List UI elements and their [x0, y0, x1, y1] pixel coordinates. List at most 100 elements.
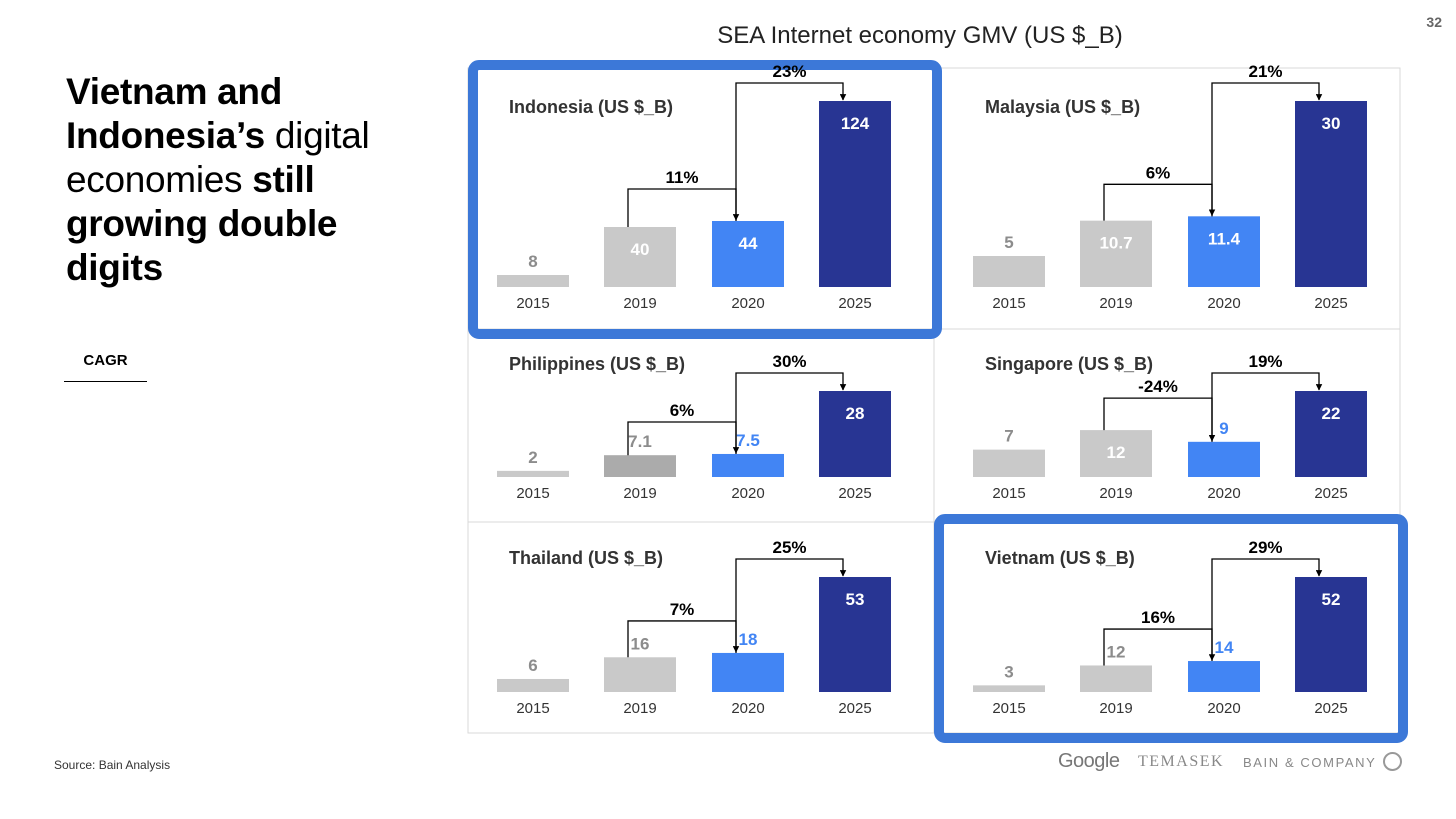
- cagr-connector-2020-2025: [735, 82, 847, 221]
- data-label-2020: 44: [739, 234, 758, 253]
- cagr-connector-2020-2025: [735, 558, 847, 653]
- cagr-label-2019-2020: 11%: [665, 168, 698, 187]
- cagr-label-2020-2025: 21%: [1248, 62, 1282, 81]
- figure-title: SEA Internet economy GMV (US $_B): [717, 22, 1123, 49]
- data-label-2015: 2: [528, 448, 537, 467]
- bar-2020: [712, 453, 784, 477]
- x-tick-2019: 2019: [623, 295, 656, 312]
- highlight-frame: [468, 60, 942, 339]
- bar-2019: [604, 657, 676, 692]
- bar-2020: [1188, 216, 1260, 287]
- bain-logo: BAIN & COMPANY: [1243, 755, 1377, 770]
- bar-2019: [1080, 430, 1152, 477]
- data-label-2025: 22: [1322, 404, 1341, 423]
- x-tick-2019: 2019: [623, 485, 656, 502]
- cagr-connector-2020-2025: [1211, 558, 1323, 662]
- data-label-2025: 30: [1322, 114, 1341, 133]
- chart-thailand: Thailand (US $_B) 6 2015 16 2019 18 2020 53 2025…: [497, 538, 891, 717]
- bar-2019: [604, 227, 676, 287]
- cagr-connector-2019-2020: [1103, 183, 1216, 221]
- data-label-2025: 53: [846, 590, 865, 609]
- bar-2020: [1188, 661, 1260, 692]
- data-label-2020: 11.4: [1208, 229, 1241, 248]
- data-label-2015: 5: [1004, 233, 1013, 252]
- x-tick-2015: 2015: [516, 295, 549, 312]
- data-label-2019: 16: [631, 634, 650, 653]
- chart-title: Thailand (US $_B): [509, 548, 663, 568]
- bar-2015: [497, 275, 569, 287]
- bar-2015: [973, 256, 1045, 287]
- x-tick-2025: 2025: [838, 700, 871, 717]
- data-label-2020: 18: [739, 630, 758, 649]
- cagr-label-2019-2020: 6%: [670, 401, 695, 420]
- data-label-2015: 6: [528, 656, 537, 675]
- x-tick-2020: 2020: [1207, 485, 1240, 502]
- x-tick-2020: 2020: [731, 485, 764, 502]
- source-note: Source: Bain Analysis: [54, 758, 171, 772]
- x-tick-2015: 2015: [992, 485, 1025, 502]
- x-tick-2025: 2025: [1314, 700, 1347, 717]
- cagr-label-2020-2025: 30%: [772, 352, 806, 371]
- cagr-label-2019-2020: 7%: [670, 600, 695, 619]
- highlight-frame: [934, 514, 1408, 743]
- data-label-2015: 7: [1004, 427, 1013, 446]
- bar-2025: [819, 101, 891, 287]
- cagr-connector-2020-2025: [1211, 372, 1323, 442]
- chart-title: Philippines (US $_B): [509, 354, 685, 374]
- bar-2020: [712, 652, 784, 692]
- data-label-2019: 10.7: [1099, 234, 1132, 253]
- bar-2015: [973, 449, 1045, 477]
- data-label-2025: 28: [846, 404, 865, 423]
- data-label-2019: 12: [1107, 642, 1126, 661]
- x-tick-2019: 2019: [1099, 295, 1132, 312]
- data-label-2019: 7.1: [628, 432, 652, 451]
- cagr-connector-2020-2025: [1211, 82, 1323, 217]
- bar-2015: [497, 470, 569, 477]
- page-number: 32: [1426, 14, 1442, 30]
- x-tick-2020: 2020: [1207, 295, 1240, 312]
- partner-logos: Google TEMASEK BAIN & COMPANY: [1050, 750, 1410, 776]
- data-label-2020: 7.5: [736, 431, 760, 450]
- cagr-label-2019-2020: 16%: [1141, 608, 1175, 627]
- data-label-2015: 3: [1004, 662, 1013, 681]
- cagr-label-2020-2025: 23%: [772, 62, 806, 81]
- data-label-2025: 124: [841, 114, 870, 133]
- chart-malaysia: Malaysia (US $_B) 5 2015 10.7 2019 11.4 2020 30…: [973, 62, 1367, 312]
- cagr-label-2020-2025: 29%: [1248, 538, 1282, 557]
- chart-philippines: Philippines (US $_B) 2 2015 7.1 2019 7.5 2020 2…: [497, 352, 891, 502]
- x-tick-2019: 2019: [623, 700, 656, 717]
- cagr-label-2019-2020: 6%: [1146, 163, 1171, 182]
- chart-title: Vietnam (US $_B): [985, 548, 1135, 568]
- bar-2025: [1295, 577, 1367, 692]
- x-tick-2020: 2020: [1207, 700, 1240, 717]
- data-label-2025: 52: [1322, 590, 1341, 609]
- headline-part-1: Vietnam and Indonesia’s: [66, 71, 283, 156]
- data-label-2015: 8: [528, 252, 537, 271]
- google-logo: Google: [1058, 750, 1120, 772]
- chart-singapore: Singapore (US $_B) 7 2015 12 2019 9 2020 22 2025…: [973, 352, 1367, 502]
- x-tick-2025: 2025: [838, 295, 871, 312]
- x-tick-2015: 2015: [992, 295, 1025, 312]
- x-tick-2025: 2025: [838, 485, 871, 502]
- x-tick-2015: 2015: [516, 485, 549, 502]
- temasek-logo: TEMASEK: [1138, 753, 1225, 770]
- x-tick-2015: 2015: [992, 700, 1025, 717]
- x-tick-2015: 2015: [516, 700, 549, 717]
- bar-2015: [497, 678, 569, 692]
- x-tick-2020: 2020: [731, 295, 764, 312]
- chart-title: Singapore (US $_B): [985, 354, 1153, 374]
- cagr-legend: CAGR: [64, 344, 147, 382]
- headline: Vietnam and Indonesia’s digital economie…: [66, 70, 426, 290]
- x-tick-2019: 2019: [1099, 700, 1132, 717]
- chart-title: Indonesia (US $_B): [509, 97, 673, 117]
- x-tick-2019: 2019: [1099, 485, 1132, 502]
- cagr-legend-label: CAGR: [83, 352, 128, 369]
- chart-title: Malaysia (US $_B): [985, 97, 1140, 117]
- data-label-2020: 14: [1215, 638, 1234, 657]
- bar-2020: [712, 221, 784, 287]
- bar-2019: [604, 455, 676, 477]
- cagr-label-2020-2025: 25%: [772, 538, 806, 557]
- bar-2019: [1080, 220, 1152, 287]
- bar-2020: [1188, 441, 1260, 477]
